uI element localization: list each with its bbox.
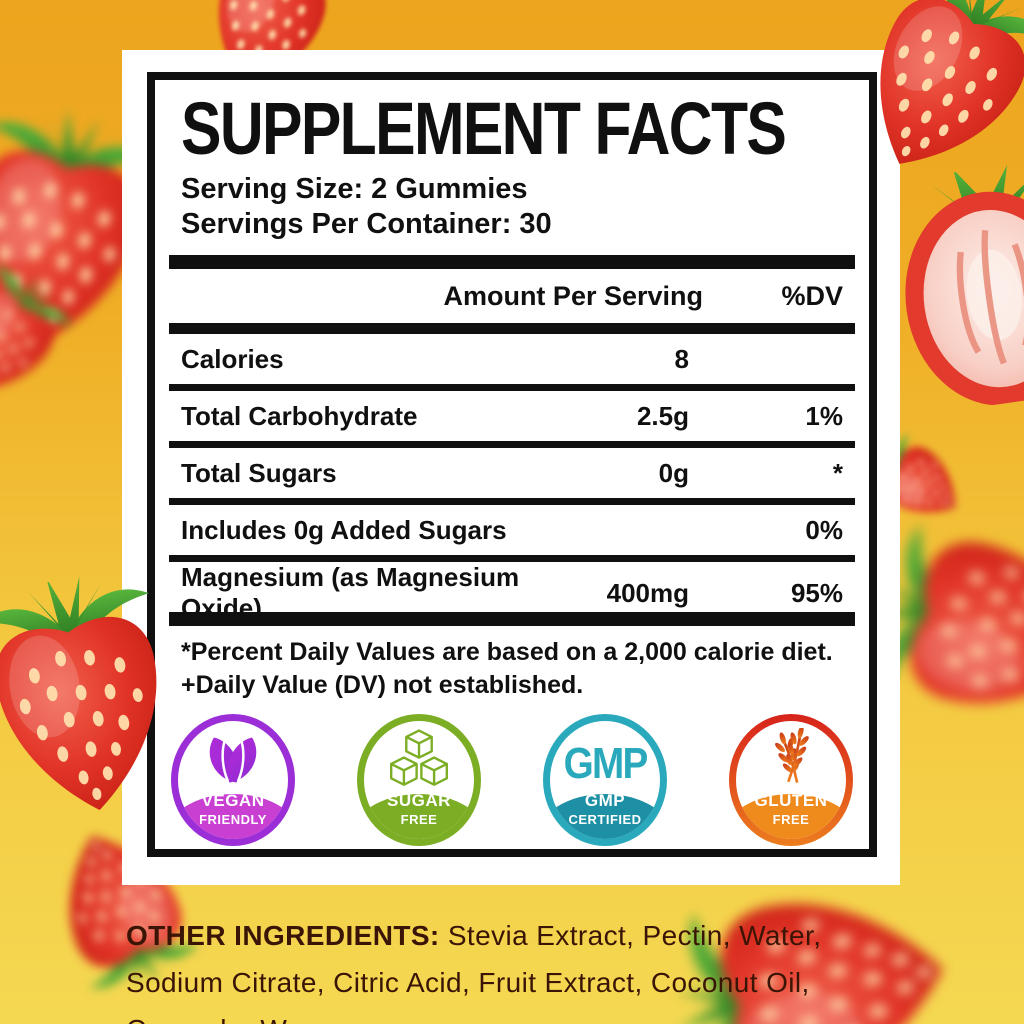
divider-medium: [169, 323, 855, 334]
row-label: Calories: [181, 343, 284, 374]
row-dv: 0%: [805, 514, 843, 545]
serving-size: Serving Size: 2 Gummies: [181, 173, 528, 205]
badge-text: GLUTEN: [754, 791, 828, 810]
badge-fill: [736, 794, 846, 839]
row-label: Includes 0g Added Sugars: [181, 514, 507, 545]
divider: [169, 441, 855, 448]
row-dv: *: [832, 457, 843, 488]
wheat-icon: [736, 727, 846, 793]
footnote-dv-not-established: +Daily Value (DV) not established.: [181, 671, 584, 699]
badge-text: FRIENDLY: [199, 812, 267, 827]
badge-text: GMP: [584, 791, 626, 810]
vegan-friendly-badge: VEGAN FRIENDLY: [171, 714, 295, 846]
gmp-certified-badge: GMP GMP CERTIFIED: [543, 714, 667, 846]
divider-thick: [169, 255, 855, 269]
gmp-letters-icon: GMP: [563, 739, 649, 788]
table-row: Total Carbohydrate 2.5g 1%: [169, 391, 855, 441]
panel-border: SUPPLEMENT FACTS Serving Size: 2 Gummies…: [147, 72, 877, 857]
divider-thick: [169, 612, 855, 626]
gluten-free-badge: GLUTEN FREE: [729, 714, 853, 846]
panel-title: SUPPLEMENT FACTS: [181, 87, 787, 170]
divider: [169, 384, 855, 391]
row-amount: 0g: [658, 457, 689, 488]
table-header: Amount Per Serving %DV: [169, 269, 855, 323]
badge-text: CERTIFIED: [568, 812, 642, 827]
row-dv: 95%: [790, 577, 843, 608]
table-row: Magnesium (as Magnesium Oxide) 400mg 95%: [169, 562, 855, 623]
supplement-facts-panel: SUPPLEMENT FACTS Serving Size: 2 Gummies…: [122, 50, 900, 885]
badge-fill: [550, 794, 660, 839]
row-dv: 1%: [805, 400, 843, 431]
divider: [169, 555, 855, 562]
row-label: Magnesium (as Magnesium Oxide): [181, 562, 520, 623]
servings-per-container: Servings Per Container: 30: [181, 208, 552, 240]
badge-text: FREE: [400, 812, 438, 827]
other-ingredients-label: OTHER INGREDIENTS:: [126, 920, 440, 951]
divider: [169, 498, 855, 505]
badge-text: SUGAR: [387, 791, 451, 810]
sugar-free-badge: SUGAR FREE: [357, 714, 481, 846]
row-label: Total Sugars: [181, 457, 337, 488]
other-ingredients: OTHER INGREDIENTS: Stevia Extract, Pecti…: [126, 912, 906, 1024]
amount-per-serving-header: Amount Per Serving: [443, 280, 703, 311]
badge-text: FREE: [772, 812, 810, 827]
row-amount: 8: [674, 343, 689, 374]
badge-fill: [364, 794, 474, 839]
certification-badges: VEGAN FRIENDLY: [169, 714, 855, 846]
badge-text: VEGAN: [201, 791, 265, 810]
table-row: Calories 8: [169, 334, 855, 384]
table-row: Includes 0g Added Sugars 0%: [169, 505, 855, 555]
row-amount: 400mg: [606, 577, 689, 608]
strawberry-image: [0, 246, 90, 433]
dv-header: %DV: [781, 280, 843, 311]
row-label: Total Carbohydrate: [181, 400, 418, 431]
footnote-daily-values: *Percent Daily Values are based on a 2,0…: [181, 638, 833, 666]
leaves-icon: [178, 727, 288, 793]
table-row: Total Sugars 0g *: [169, 448, 855, 498]
row-amount: 2.5g: [636, 400, 689, 431]
sugar-cubes-icon: [364, 727, 474, 793]
